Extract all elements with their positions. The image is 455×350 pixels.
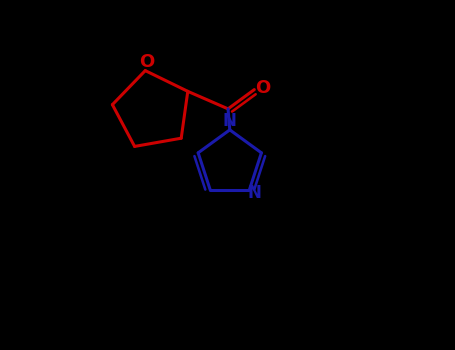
Text: O: O [255, 79, 271, 97]
Text: N: N [248, 184, 262, 202]
Text: O: O [139, 53, 155, 71]
Text: N: N [223, 112, 237, 130]
